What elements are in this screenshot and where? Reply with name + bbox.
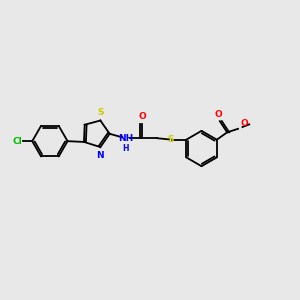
Text: Cl: Cl: [12, 137, 22, 146]
Text: O: O: [240, 119, 248, 128]
Text: O: O: [214, 110, 222, 119]
Text: H: H: [123, 143, 129, 152]
Text: S: S: [167, 135, 174, 144]
Text: N: N: [96, 151, 103, 160]
Text: S: S: [98, 108, 104, 117]
Text: O: O: [138, 112, 146, 121]
Text: NH: NH: [118, 134, 134, 143]
